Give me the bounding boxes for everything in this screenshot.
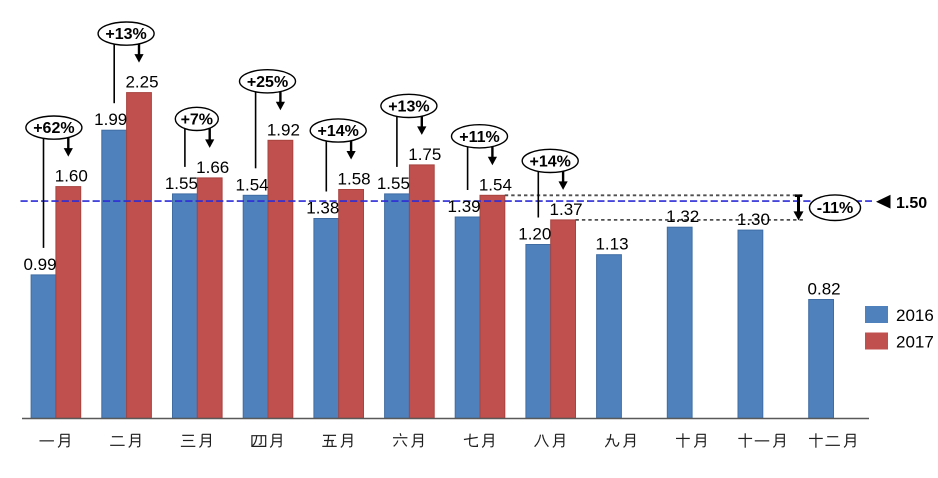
svg-text:+62%: +62% [33,120,74,137]
svg-text:-11%: -11% [817,200,853,217]
svg-text:1.37: 1.37 [550,200,583,219]
svg-text:+13%: +13% [105,26,146,43]
svg-text:1.54: 1.54 [479,175,512,194]
svg-text:1.20: 1.20 [518,225,551,244]
svg-text:1.13: 1.13 [595,235,628,254]
svg-text:+13%: +13% [388,98,429,115]
svg-text:1.92: 1.92 [267,120,300,139]
svg-text:1.66: 1.66 [196,158,229,177]
svg-text:2017: 2017 [896,333,934,352]
svg-text:1.30: 1.30 [737,210,770,229]
svg-text:+14%: +14% [318,123,359,140]
svg-text:1.54: 1.54 [236,175,269,194]
svg-text:+14%: +14% [530,153,571,170]
svg-text:1.75: 1.75 [408,145,441,164]
svg-text:1.55: 1.55 [165,174,198,193]
svg-text:2.25: 2.25 [125,73,158,92]
svg-text:+25%: +25% [247,74,288,91]
svg-text:1.99: 1.99 [94,110,127,129]
svg-text:0.99: 0.99 [23,255,56,274]
svg-text:1.60: 1.60 [55,167,88,186]
svg-text:1.50: 1.50 [896,195,927,212]
svg-text:1.32: 1.32 [666,207,699,226]
svg-text:1.38: 1.38 [306,199,339,218]
svg-text:1.39: 1.39 [448,197,481,216]
svg-text:1.58: 1.58 [338,170,371,189]
svg-text:1.55: 1.55 [377,174,410,193]
svg-text:0.82: 0.82 [808,280,841,299]
svg-text:2016: 2016 [896,306,934,325]
svg-text:+7%: +7% [181,111,213,128]
svg-text:+11%: +11% [459,129,499,146]
